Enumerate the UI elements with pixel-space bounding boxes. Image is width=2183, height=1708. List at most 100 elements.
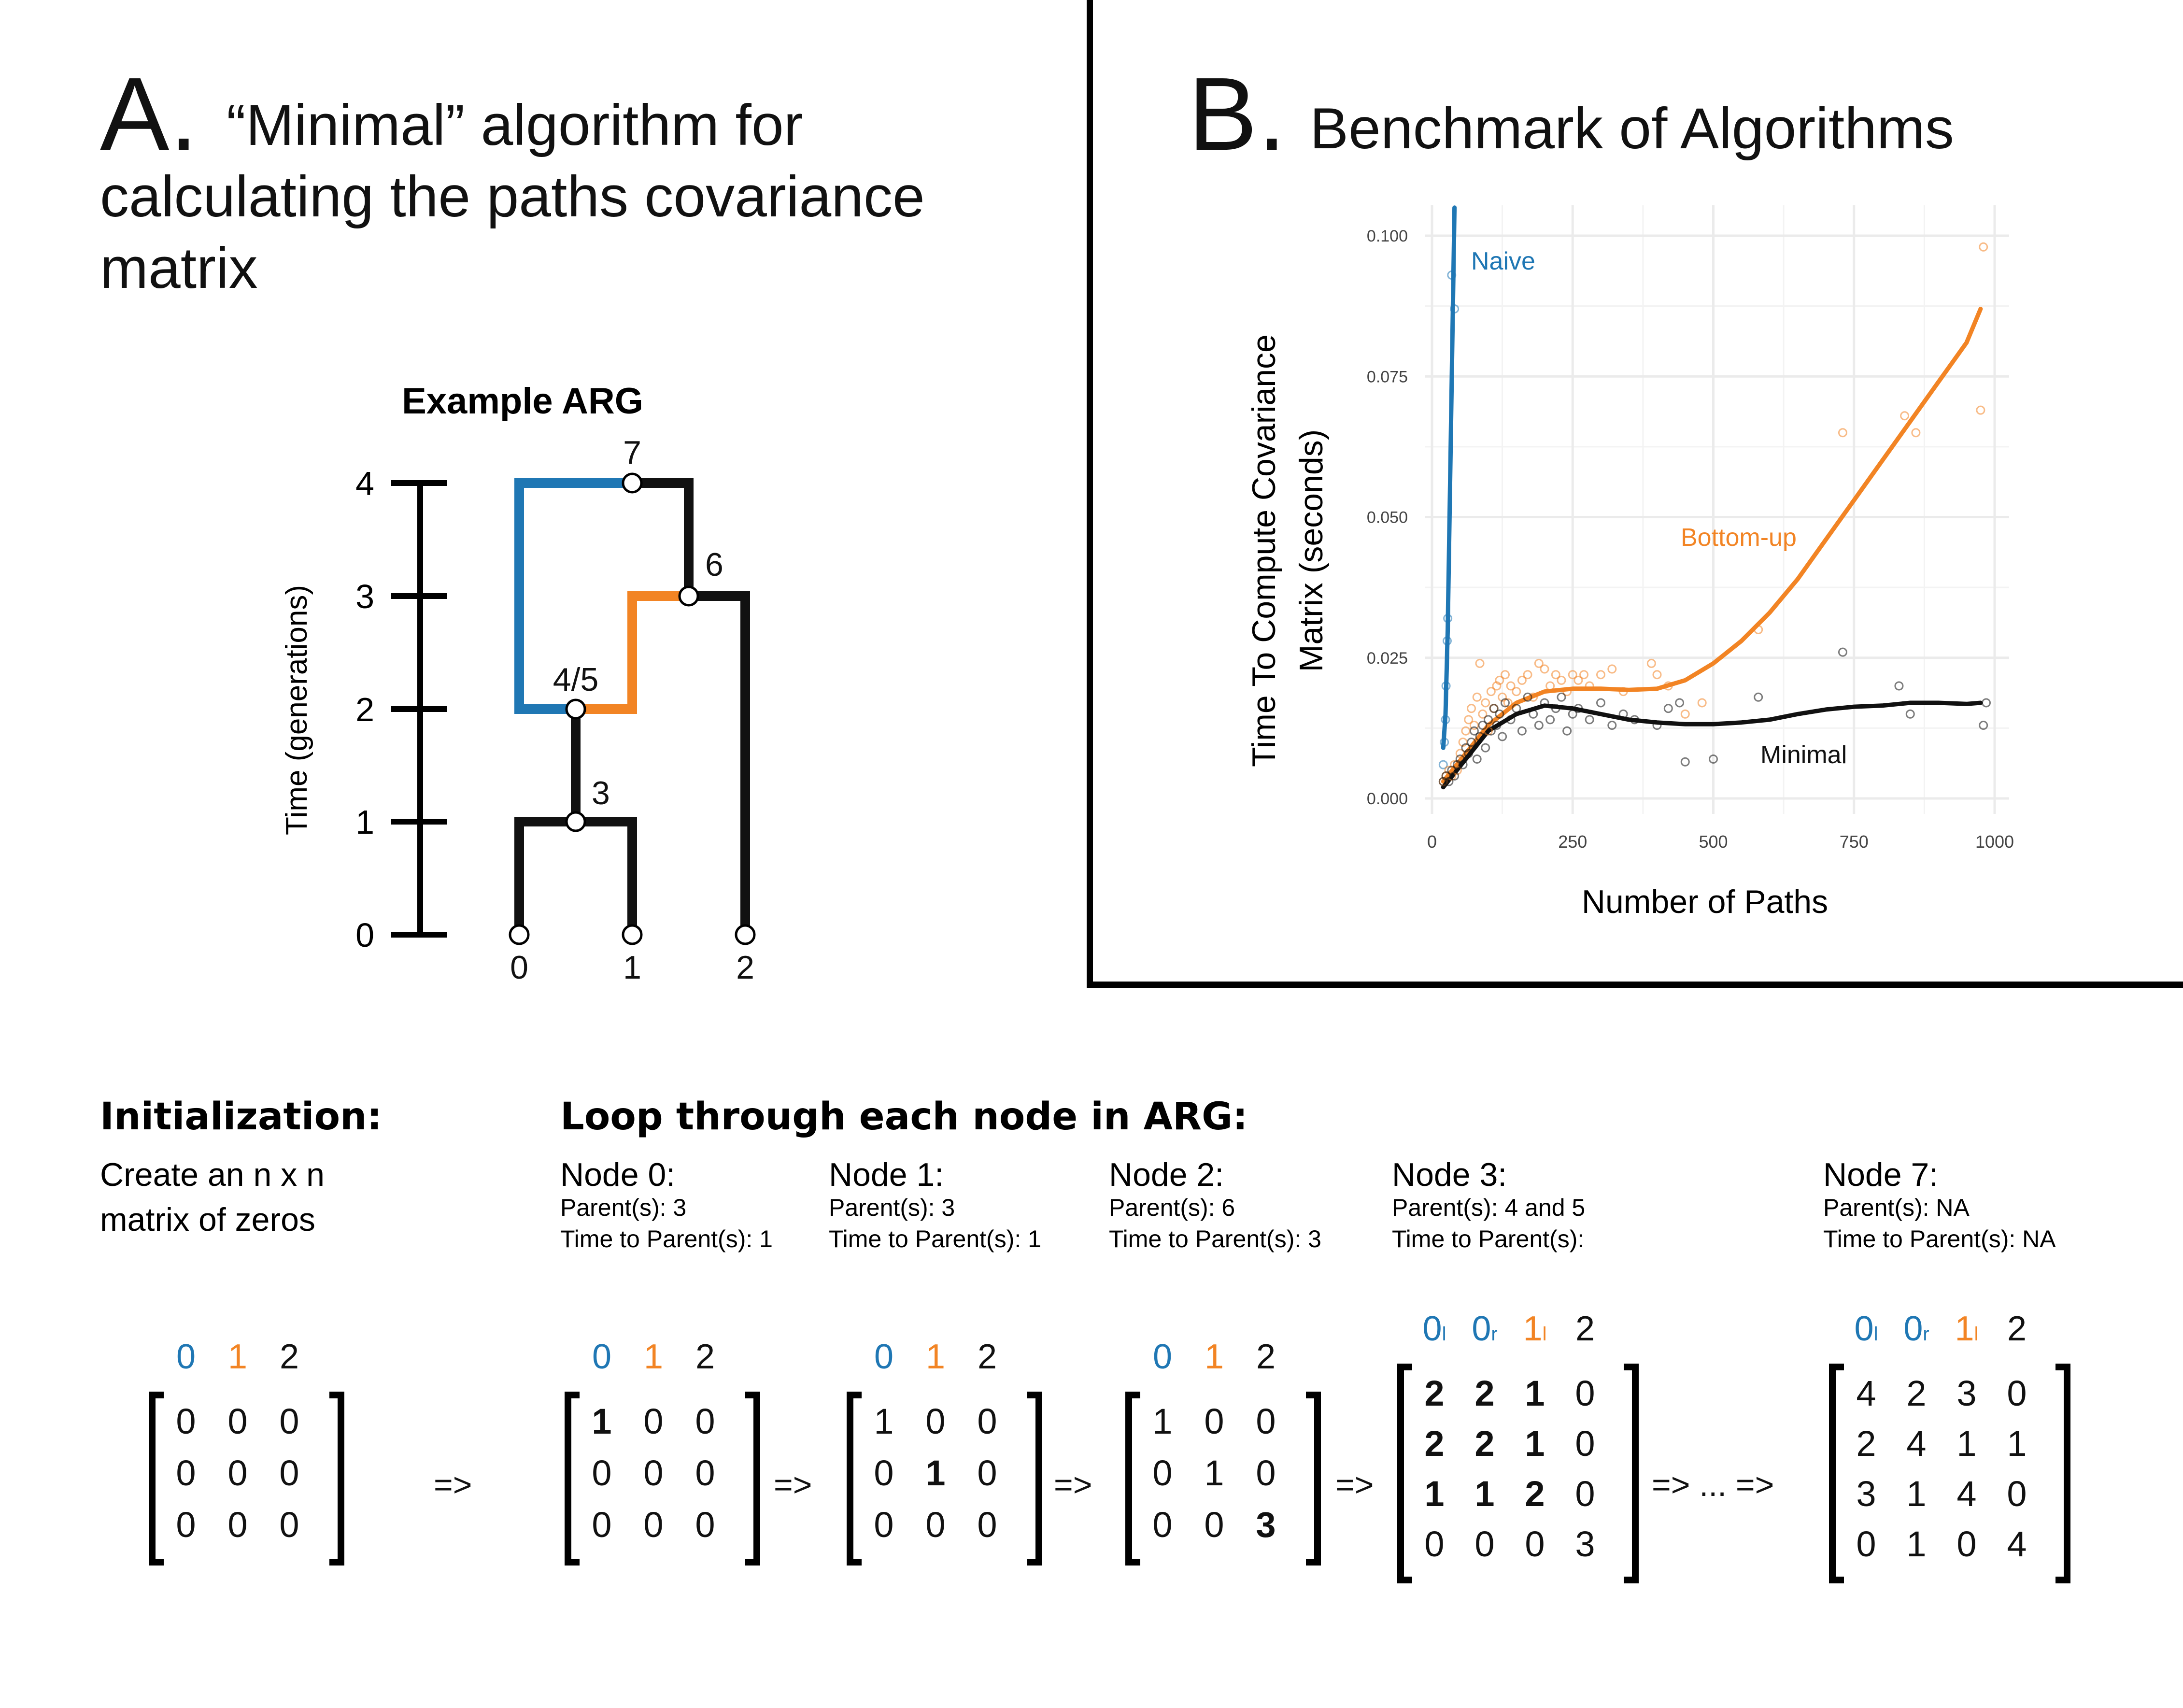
matrix-cell: 0 bbox=[176, 1453, 196, 1493]
chart-point-minimal bbox=[1545, 715, 1555, 725]
chart-point-bottom-up bbox=[1486, 687, 1496, 697]
node-step-2: Node 2: Parent(s): 6 Time to Parent(s): … bbox=[1109, 1156, 1321, 1253]
chart-y-tick-label: 0.000 bbox=[1367, 790, 1408, 808]
edge-6-to-7 bbox=[632, 478, 694, 596]
matrix-cell: 2 bbox=[1474, 1423, 1494, 1464]
matrix-cell: 1 bbox=[1204, 1453, 1224, 1493]
matrix-cell: 0 bbox=[1424, 1524, 1444, 1564]
arg-title: Example ARG bbox=[402, 381, 643, 422]
chart-point-minimal bbox=[1905, 709, 1915, 719]
chart-point-bottom-up bbox=[1976, 405, 1985, 415]
matrix-cell: 1 bbox=[1525, 1423, 1545, 1464]
chart-point-naive bbox=[1440, 738, 1449, 747]
arrow-4: => bbox=[1335, 1466, 1374, 1503]
matrix-right-bracket bbox=[2055, 1364, 2070, 1583]
chart-point-naive bbox=[1441, 681, 1451, 691]
node-step-7-title: Node 7: bbox=[1823, 1156, 1938, 1193]
matrix-column-header: 0 bbox=[592, 1338, 611, 1376]
arg-node-45 bbox=[565, 698, 586, 720]
chart-point-minimal bbox=[1512, 704, 1521, 713]
node-step-0-title: Node 0: bbox=[560, 1156, 675, 1193]
chart-point-minimal bbox=[1458, 760, 1468, 769]
chart-point-bottom-up bbox=[1979, 242, 1988, 252]
matrix-cell: 0 bbox=[874, 1505, 893, 1545]
matrix-cell: 0 bbox=[176, 1505, 196, 1545]
chart-point-bottom-up bbox=[1517, 675, 1527, 685]
matrix-cell: 1 bbox=[925, 1453, 945, 1493]
panel-a-letter: A. bbox=[100, 56, 198, 172]
chart-point-minimal bbox=[1675, 698, 1685, 708]
chart-point-minimal bbox=[1486, 726, 1496, 736]
edge-blue-path bbox=[514, 478, 632, 714]
matrix-cell: 0 bbox=[227, 1505, 247, 1545]
chart-point-bottom-up bbox=[1646, 658, 1656, 668]
matrix-cell: 0 bbox=[227, 1453, 247, 1493]
arrow-ellipsis: => ... => bbox=[1652, 1466, 1774, 1503]
matrix-cell: 0 bbox=[695, 1453, 715, 1493]
matrix-cell: 0 bbox=[227, 1401, 247, 1441]
arrow-2: => bbox=[774, 1466, 812, 1503]
matrix-cell: 0 bbox=[874, 1453, 893, 1493]
chart-point-minimal bbox=[1517, 726, 1527, 736]
chart-x-tick-label: 1000 bbox=[1975, 832, 2014, 852]
matrix-cell: 3 bbox=[1256, 1505, 1276, 1545]
matrix-cell: 0 bbox=[1575, 1373, 1595, 1413]
chart-point-minimal bbox=[1478, 721, 1488, 730]
chart-point-minimal bbox=[1551, 704, 1560, 713]
time-tick-label-3: 3 bbox=[355, 578, 374, 615]
chart-point-minimal bbox=[1484, 715, 1493, 725]
chart-fit-minimal bbox=[1441, 700, 1983, 790]
chart-point-minimal bbox=[1475, 732, 1485, 741]
arg-label-7: 7 bbox=[623, 434, 641, 471]
matrix-cell: 0 bbox=[279, 1505, 299, 1545]
matrix-cell: 0 bbox=[1152, 1453, 1172, 1493]
arg-node-labels: 0 1 2 3 4/5 6 7 bbox=[510, 434, 754, 986]
arg-nodes bbox=[509, 472, 756, 945]
panel-b-title: Benchmark of Algorithms bbox=[1310, 96, 1954, 161]
chart-point-minimal bbox=[1469, 726, 1479, 736]
chart-point-bottom-up bbox=[1585, 681, 1594, 691]
matrix-cell: 3 bbox=[1956, 1373, 1976, 1413]
matrix-left-bracket bbox=[847, 1392, 862, 1566]
matrix-cell: 1 bbox=[1525, 1373, 1545, 1413]
node-step-7: Node 7: Parent(s): NA Time to Parent(s):… bbox=[1823, 1156, 2056, 1253]
matrix-cell: 2 bbox=[1474, 1373, 1494, 1413]
matrix-cell: 0 bbox=[695, 1505, 715, 1545]
chart-fit-lines bbox=[1441, 205, 1983, 790]
matrix-cell: 0 bbox=[1525, 1524, 1545, 1564]
arg-node-7 bbox=[622, 472, 643, 494]
chart-point-bottom-up bbox=[1523, 670, 1532, 680]
arg-label-0: 0 bbox=[510, 949, 528, 986]
matrix-cell: 0 bbox=[1474, 1524, 1494, 1564]
arg-label-6: 6 bbox=[705, 546, 723, 583]
chart-point-bottom-up bbox=[1481, 698, 1490, 708]
matrix-cell: 0 bbox=[977, 1401, 997, 1441]
matrix-cell: 0 bbox=[592, 1453, 611, 1493]
matrix-cell: 1 bbox=[1906, 1474, 1926, 1514]
chart-point-bottom-up bbox=[1534, 658, 1544, 668]
matrix-left-bracket bbox=[1125, 1392, 1140, 1566]
chart-point-bottom-up bbox=[1545, 681, 1555, 691]
initialization-desc-line2: matrix of zeros bbox=[100, 1201, 315, 1238]
matrix-column-header: 0 bbox=[874, 1338, 893, 1376]
matrix-column-header-subscript: r bbox=[1491, 1324, 1497, 1345]
arrow-1: => bbox=[434, 1466, 472, 1503]
matrix-column-header: 1l bbox=[1523, 1309, 1547, 1348]
matrix-cell: 1 bbox=[1152, 1401, 1172, 1441]
initialization-heading: Initialization: bbox=[100, 1095, 382, 1139]
chart-point-bottom-up bbox=[1911, 428, 1921, 438]
matrix-column-header: 1 bbox=[926, 1338, 945, 1376]
matrix-column-header: 2 bbox=[280, 1338, 299, 1376]
matrix-cell: 1 bbox=[1956, 1423, 1976, 1464]
node-step-7-parents: Parent(s): NA bbox=[1823, 1194, 1970, 1221]
matrix-column-header: 1 bbox=[1205, 1338, 1224, 1376]
matrix-column-header: 0r bbox=[1472, 1309, 1497, 1348]
chart-point-bottom-up bbox=[1596, 670, 1605, 680]
matrix-column-header-subscript: l bbox=[1442, 1324, 1446, 1345]
chart-point-bottom-up bbox=[1478, 709, 1488, 719]
matrix-cell: 0 bbox=[1575, 1423, 1595, 1464]
matrix-cell: 4 bbox=[1856, 1373, 1876, 1413]
matrix-cell: 2 bbox=[1906, 1373, 1926, 1413]
chart-point-naive bbox=[1447, 270, 1457, 280]
